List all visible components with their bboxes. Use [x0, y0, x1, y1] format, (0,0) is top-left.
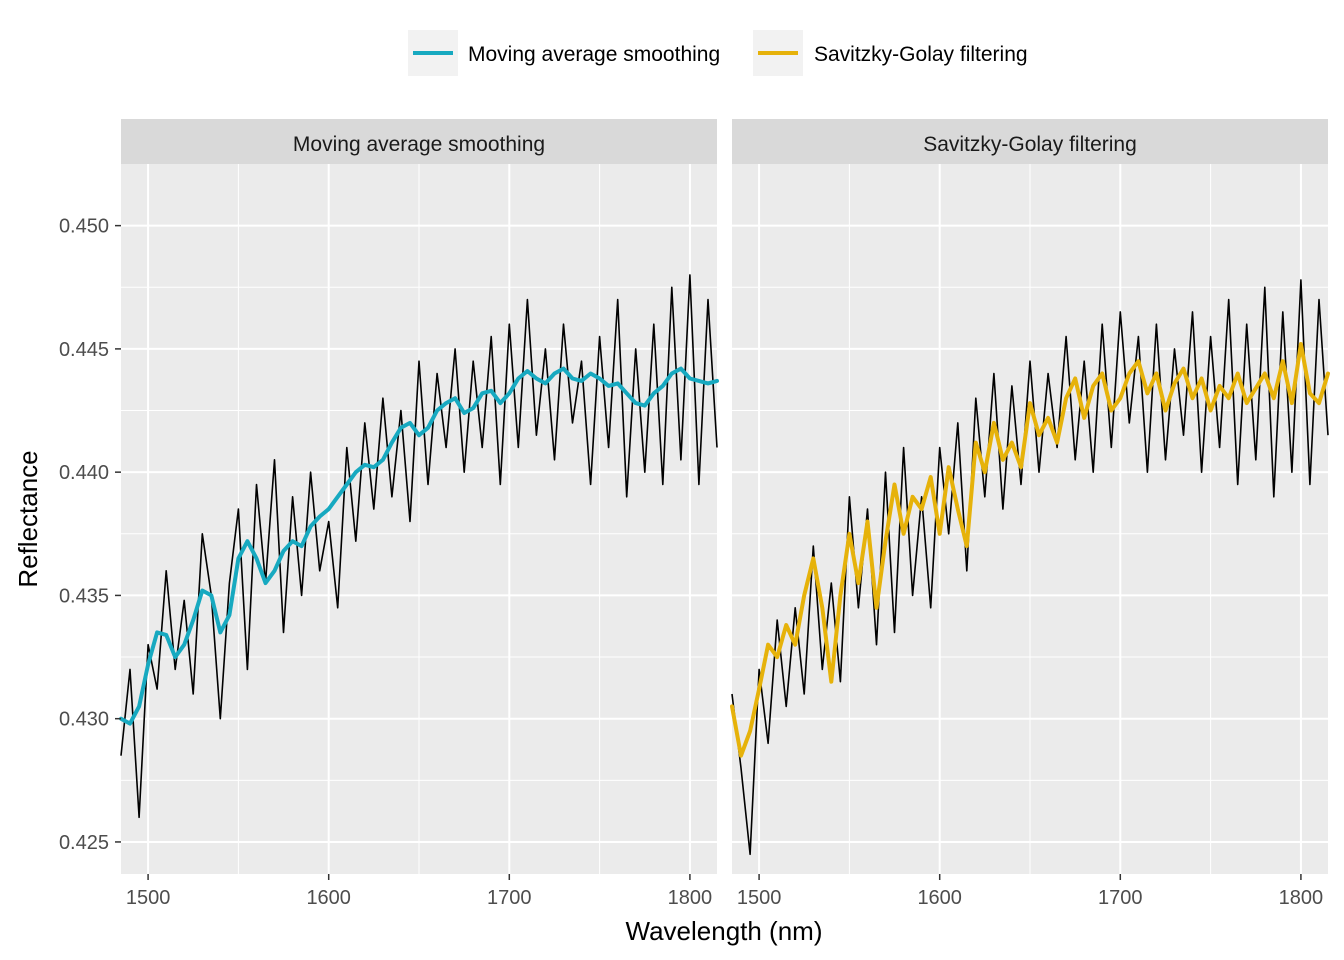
grid-lines: [121, 164, 717, 874]
y-tick-label: 0.440: [59, 462, 109, 484]
y-tick-label: 0.425: [59, 832, 109, 854]
smoothed-spectrum-moving-average: [119, 366, 719, 726]
strip-label-savitzky-golay: Savitzky-Golay filtering: [923, 133, 1137, 156]
smoothed-spectrum-line: [119, 366, 719, 726]
strip-background: [732, 119, 1328, 164]
raw-spectrum-line: [120, 274, 718, 819]
x-tick-label: 1500: [126, 887, 171, 909]
smoothed-spectrum-savitzky-golay: [730, 342, 1330, 758]
legend-label-savitzky-golay: Savitzky-Golay filtering: [814, 43, 1028, 66]
x-tick-label: 1700: [487, 887, 532, 909]
y-tick-label: 0.450: [59, 216, 109, 238]
x-axis-ticks: 1500 1600 1700 1800: [737, 874, 1323, 909]
y-tick-label: 0.430: [59, 709, 109, 731]
y-tick-label: 0.445: [59, 339, 109, 361]
smoothed-spectrum-line: [730, 342, 1330, 758]
panel-moving-average: Moving average smoothing 1500 1600 1700 180…: [119, 119, 719, 909]
x-tick-label: 1500: [737, 887, 782, 909]
x-axis-ticks: 1500 1600 1700 1800: [126, 874, 712, 909]
x-tick-label: 1600: [306, 887, 351, 909]
x-tick-label: 1700: [1098, 887, 1143, 909]
raw-spectrum-savitzky-golay: [731, 279, 1329, 856]
legend-label-moving-average: Moving average smoothing: [468, 43, 720, 66]
y-axis: 0.425 0.430 0.435 0.440 0.445 0.450: [59, 216, 121, 854]
raw-spectrum-line: [731, 279, 1329, 856]
x-tick-label: 1600: [917, 887, 962, 909]
x-axis-title: Wavelength (nm): [626, 916, 823, 946]
panel-savitzky-golay: Savitzky-Golay filtering 1500 1600 1700 180…: [730, 119, 1330, 909]
y-tick-label: 0.435: [59, 585, 109, 607]
x-tick-label: 1800: [1279, 887, 1324, 909]
legend: Moving average smoothing Savitzky-Golay …: [408, 30, 1028, 76]
strip-background: [121, 119, 717, 164]
raw-spectrum-moving-average: [120, 274, 718, 819]
y-axis-title: Reflectance: [13, 450, 43, 587]
strip-label-moving-average: Moving average smoothing: [293, 133, 545, 156]
x-tick-label: 1800: [668, 887, 713, 909]
